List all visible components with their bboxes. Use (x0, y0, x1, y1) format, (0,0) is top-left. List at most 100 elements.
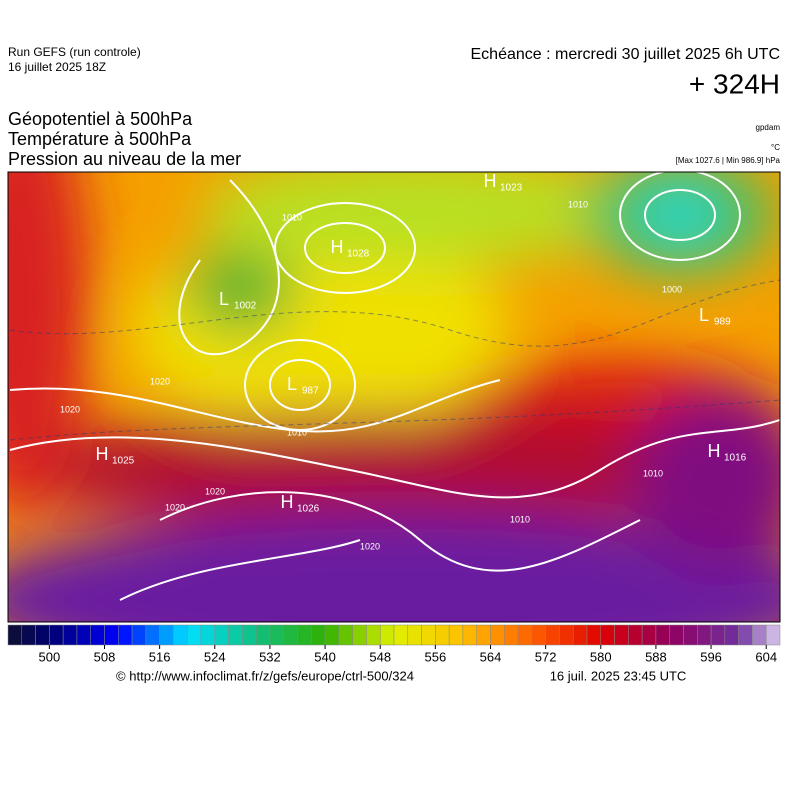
colorbar-swatch (393, 624, 409, 646)
colorbar-swatch (614, 624, 629, 646)
center-value: 987 (302, 386, 319, 397)
unit: gpdam (756, 123, 781, 132)
colorbar-tick-label: 524 (204, 649, 226, 664)
colorbar-swatch (311, 624, 326, 646)
title: Température à 500hPa (8, 129, 192, 149)
center-type: H (708, 441, 721, 461)
isobar-label: 1020 (60, 404, 80, 414)
colorbar-tick-label: 588 (645, 649, 667, 664)
colorbar-swatch (62, 624, 78, 646)
colorbar-swatch (269, 624, 284, 646)
colorbar-swatch (90, 624, 105, 646)
colorbar-swatch (200, 624, 216, 646)
colorbar-swatch (421, 624, 436, 646)
colorbar-tick-label: 596 (700, 649, 722, 664)
center-type: H (281, 492, 294, 512)
colorbar-swatch (710, 624, 726, 646)
colorbar-swatch (765, 624, 781, 646)
center-value: 1025 (112, 456, 135, 467)
center-type: H (96, 444, 109, 464)
colorbar-swatch (118, 624, 133, 646)
colorbar-swatch (669, 624, 684, 646)
colorbar-swatch (35, 624, 50, 646)
colorbar-swatch (407, 624, 422, 646)
colorbar-swatch (173, 624, 188, 646)
colorbar-swatch (214, 624, 229, 646)
colorbar-tick-label: 508 (94, 649, 116, 664)
valid-time: Echéance : mercredi 30 juillet 2025 6h U… (471, 46, 781, 63)
isobar-label: 1010 (568, 199, 588, 209)
colorbar-tick-label: 548 (369, 649, 391, 664)
generated: 16 juil. 2025 23:45 UTC (550, 668, 687, 683)
colorbar-swatch (559, 624, 574, 646)
center-type: L (287, 374, 297, 394)
colorbar-swatch (379, 624, 395, 646)
colorbar-swatch (628, 624, 643, 646)
center-value: 1016 (724, 453, 747, 464)
center-value: 1023 (500, 183, 523, 194)
colorbar-swatch (655, 624, 670, 646)
colorbar-swatch (641, 624, 657, 646)
center-value: 1026 (297, 504, 320, 515)
title: Pression au niveau de la mer (8, 149, 241, 169)
colorbar-swatch (545, 624, 560, 646)
lead-time: + 324H (689, 68, 780, 99)
colorbar-swatch (462, 624, 477, 646)
isobar-label: 1000 (662, 284, 682, 294)
colorbar-swatch (242, 624, 257, 646)
colorbar-swatch (352, 624, 367, 646)
colorbar-tick-label: 556 (425, 649, 447, 664)
colorbar-swatch (724, 624, 739, 646)
isobar-label: 1010 (510, 514, 530, 524)
colorbar-swatch (600, 624, 615, 646)
colorbar-swatch (131, 624, 147, 646)
colorbar-tick-label: 572 (535, 649, 557, 664)
isobar-label: 1010 (282, 212, 302, 222)
center-type: H (484, 171, 497, 191)
colorbar-swatch (517, 624, 533, 646)
colorbar-tick-label: 516 (149, 649, 171, 664)
colorbar-swatch (283, 624, 298, 646)
colorbar-swatch (104, 624, 119, 646)
colorbar-tick-label: 604 (755, 649, 777, 664)
center-value: 1028 (347, 249, 370, 260)
colorbar-swatch (490, 624, 505, 646)
colorbar-swatch (448, 624, 464, 646)
colorbar-swatch (683, 624, 698, 646)
isobar-label: 1020 (205, 486, 225, 496)
colorbar-swatch (159, 624, 174, 646)
colorbar-swatch (324, 624, 340, 646)
colorbar-swatch (186, 624, 202, 646)
colorbar-swatch (504, 624, 519, 646)
colorbar-swatch (586, 624, 602, 646)
isobar-label: 1020 (360, 541, 380, 551)
colorbar-tick-label: 500 (39, 649, 61, 664)
colorbar-swatch (752, 624, 767, 646)
isobar-label: 1020 (165, 502, 185, 512)
colorbar-tick-label: 580 (590, 649, 612, 664)
colorbar-swatch (476, 624, 491, 646)
center-type: L (699, 305, 709, 325)
colorbar-swatch (145, 624, 160, 646)
map-frame (7, 171, 781, 623)
colorbar-swatch (255, 624, 271, 646)
center-type: H (331, 237, 344, 257)
center-value: 989 (714, 317, 731, 328)
map (8, 172, 780, 622)
unit: °C (771, 143, 780, 152)
center-value: 1002 (234, 301, 257, 312)
colorbar-swatch (7, 624, 23, 646)
source: © http://www.infoclimat.fr/z/gefs/europe… (116, 668, 414, 683)
run: Run GEFS (run controle) (8, 45, 141, 59)
title: Géopotentiel à 500hPa (8, 109, 193, 129)
run-date: 16 juillet 2025 18Z (8, 60, 106, 74)
colorbar-swatch (21, 624, 36, 646)
unit: [Max 1027.6 | Min 986.9] hPa (676, 156, 781, 165)
colorbar-tick-label: 564 (480, 649, 502, 664)
colorbar-swatch (49, 624, 64, 646)
isobar-label: 1010 (643, 468, 663, 478)
colorbar-swatch (338, 624, 353, 646)
colorbar-swatch (76, 624, 91, 646)
